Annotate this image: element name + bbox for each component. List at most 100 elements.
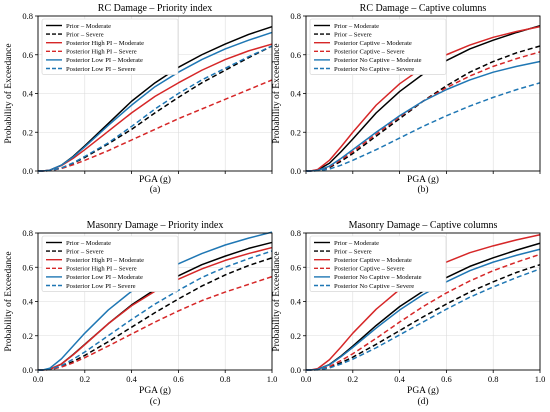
y-tick-label: 0.4	[290, 297, 301, 307]
x-axis-label: PGA (g)	[407, 385, 439, 396]
legend-box	[41, 235, 179, 292]
y-tick-label: 0.6	[290, 50, 301, 60]
legend-entry: Posterior High PI – Severe	[66, 266, 137, 273]
panel-sublabel: (a)	[150, 184, 161, 195]
y-tick-label: 0.6	[290, 262, 301, 272]
y-tick-label: 0.0	[290, 166, 301, 176]
series-line-6	[38, 45, 273, 172]
y-axis-label: Probability of Exceedance	[3, 251, 14, 351]
legend-entry: Prior – Severe	[334, 248, 372, 255]
legend-entry: Prior – Severe	[66, 31, 104, 38]
y-tick-label: 0.8	[22, 11, 33, 21]
y-tick-label: 0.4	[22, 89, 33, 99]
series-line-4	[38, 275, 273, 371]
panel-title: Masonry Damage – Captive columns	[349, 220, 498, 231]
series-line-4	[306, 253, 541, 371]
y-tick-label: 0.8	[290, 228, 301, 238]
legend-entry: Prior – Moderate	[66, 240, 111, 247]
series-line-5	[38, 231, 273, 371]
y-tick-label: 0.6	[22, 50, 33, 60]
y-tick-label: 0.2	[22, 331, 33, 341]
series-line-1	[306, 24, 541, 172]
plot-frame	[37, 232, 273, 371]
y-axis-label: Probability of Exceedance	[271, 251, 282, 351]
legend-entry: Posterior High PI – Moderate	[66, 257, 144, 264]
panel-b: 0.0 0.2 0.4 0.6 0.8 RC Damage – Captive colum…	[271, 3, 541, 195]
legend-entry: Posterior Captive – Severe	[334, 49, 405, 56]
series-line-3	[306, 233, 541, 371]
y-tick-label: 0.2	[22, 127, 33, 137]
legend-box	[309, 235, 447, 292]
legend-entry: Posterior Low PI – Severe	[66, 66, 136, 73]
panel-sublabel: (b)	[417, 184, 428, 195]
series-line-6	[306, 268, 541, 371]
y-tick-label: 0.0	[22, 365, 33, 375]
x-tick-label: 0.2	[79, 374, 90, 384]
legend-entry: Posterior Captive – Severe	[334, 266, 405, 273]
y-tick-label: 0.6	[22, 262, 33, 272]
y-axis-label: Probability of Exceedance	[271, 43, 282, 143]
panel-title: RC Damage – Captive columns	[360, 3, 487, 14]
x-tick-label: 0.0	[301, 374, 312, 384]
y-axis-label: Probability of Exceedance	[3, 43, 14, 143]
series-line-6	[38, 250, 273, 371]
series-line-2	[38, 45, 273, 172]
x-tick-label: 0.8	[488, 374, 499, 384]
panel-title: Masonry Damage – Priority index	[87, 220, 224, 231]
x-axis-label: PGA (g)	[139, 385, 171, 396]
x-tick-label: 1.0	[535, 374, 546, 384]
legend-entry: Posterior Low PI – Moderate	[66, 57, 143, 64]
legend-entry: Posterior No Captive – Severe	[334, 66, 414, 73]
panel-sublabel: (d)	[417, 396, 428, 407]
panel-d: 0.0 0.2 0.4 0.6 0.8 1.0 0.0 0.2 0.4 0.6 0.8 Masonry…	[271, 220, 545, 407]
legend-entry: Prior – Severe	[334, 31, 372, 38]
y-tick-label: 0.4	[22, 297, 33, 307]
legend-box	[41, 18, 179, 75]
y-tick-label: 0.2	[290, 127, 301, 137]
x-axis-label: PGA (g)	[139, 174, 171, 185]
legend-entry: Posterior No Captive – Moderate	[334, 274, 422, 281]
series-line-3	[306, 25, 541, 172]
panel-c: 0.0 0.2 0.4 0.6 0.8 1.0 0.0 0.2 0.4 0.6 0.8 Masonry…	[3, 220, 277, 407]
legend-entry: Posterior Low PI – Moderate	[66, 274, 143, 281]
y-tick-label: 0.8	[290, 11, 301, 21]
y-tick-label: 0.0	[290, 365, 301, 375]
legend-entry: Prior – Severe	[66, 248, 104, 255]
panel-a: 0.0 0.2 0.4 0.6 0.8 RC Damage – Priority inde…	[3, 3, 273, 195]
legend-entry: Posterior High PI – Moderate	[66, 40, 144, 47]
series-line-3	[38, 246, 273, 371]
legend-box	[309, 18, 447, 75]
series-line-5	[38, 31, 273, 172]
y-tick-label: 0.0	[22, 166, 33, 176]
legend-entry: Posterior Captive – Moderate	[334, 257, 412, 264]
legend-entry: Posterior No Captive – Moderate	[334, 57, 422, 64]
series-line-5	[306, 60, 541, 172]
series-line-2	[306, 263, 541, 371]
x-tick-label: 1.0	[267, 374, 278, 384]
panel-title: RC Damage – Priority index	[98, 3, 212, 14]
plot-frame	[37, 15, 273, 172]
series-line-2	[38, 257, 273, 371]
legend-entry: Prior – Moderate	[334, 23, 379, 30]
x-tick-label: 0.2	[347, 374, 358, 384]
legend-entry: Posterior High PI – Severe	[66, 49, 137, 56]
y-tick-label: 0.4	[290, 89, 301, 99]
x-tick-label: 0.4	[126, 374, 137, 384]
legend-entry: Prior – Moderate	[66, 23, 111, 30]
legend-entry: Prior – Moderate	[334, 240, 379, 247]
series-line-4	[306, 51, 541, 172]
x-tick-label: 0.4	[394, 374, 405, 384]
y-tick-label: 0.2	[290, 331, 301, 341]
legend-entry: Posterior Captive – Moderate	[334, 40, 412, 47]
legend-entry: Posterior No Captive – Severe	[334, 283, 414, 290]
x-axis-label: PGA (g)	[407, 174, 439, 185]
panel-sublabel: (c)	[150, 396, 161, 407]
y-tick-label: 0.8	[22, 228, 33, 238]
x-tick-label: 0.8	[220, 374, 231, 384]
x-tick-label: 0.6	[441, 374, 452, 384]
